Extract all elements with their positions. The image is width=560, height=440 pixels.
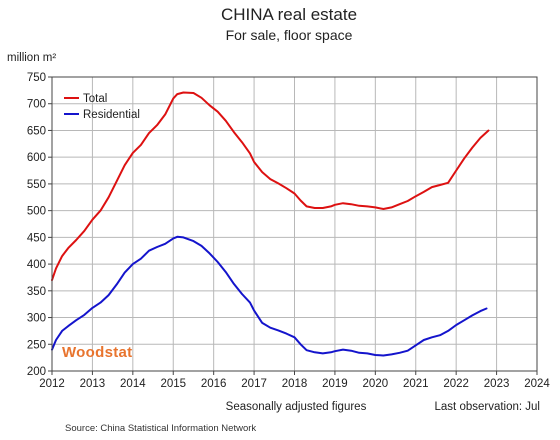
y-tick-label: 650 — [27, 125, 46, 137]
x-tick-label: 2018 — [282, 378, 308, 390]
x-tick-label: 2016 — [201, 378, 227, 390]
footnote-last-observation: Last observation: Jul — [435, 401, 540, 413]
x-tick-label: 2024 — [524, 378, 550, 390]
series-layer — [51, 91, 490, 357]
x-tick-label: 2013 — [80, 378, 106, 390]
source-note: Source: China Statistical Information Ne… — [65, 423, 256, 434]
x-tick-label: 2023 — [484, 378, 510, 390]
x-axis-ticks: 2012 2013 2014 2015 2016 2017 2018 2019 2020 2021… — [39, 371, 550, 390]
y-tick-label: 250 — [27, 339, 46, 351]
y-axis-unit-label: million m² — [7, 52, 56, 64]
y-tick-label: 750 — [27, 72, 46, 84]
legend: Total Residential — [64, 93, 140, 121]
plot-frame — [51, 76, 538, 372]
x-tick-label: 2017 — [241, 378, 267, 390]
y-tick-label: 350 — [27, 286, 46, 298]
y-tick-label: 600 — [27, 152, 46, 164]
y-tick-label: 500 — [27, 206, 46, 218]
series-line-total — [51, 91, 490, 282]
footnote-seasonal: Seasonally adjusted figures — [226, 401, 367, 413]
legend-label-residential: Residential — [83, 109, 140, 121]
x-tick-label: 2022 — [443, 378, 469, 390]
x-tick-label: 2012 — [39, 378, 65, 390]
y-tick-label: 300 — [27, 313, 46, 325]
y-tick-label: 400 — [27, 259, 46, 271]
grid-lines — [51, 76, 538, 372]
series-line-residential — [51, 235, 488, 357]
y-tick-label: 200 — [27, 366, 46, 378]
woodstat-watermark: Woodstat — [62, 344, 132, 361]
x-tick-label: 2015 — [160, 378, 186, 390]
x-tick-label: 2019 — [322, 378, 348, 390]
y-tick-label: 550 — [27, 179, 46, 191]
chart-subtitle: For sale, floor space — [226, 27, 353, 43]
y-tick-label: 700 — [27, 99, 46, 111]
y-axis-ticks: 200 250 300 350 400 450 500 550 600 650 700 750 — [27, 72, 52, 378]
chart-title: CHINA real estate — [221, 5, 357, 24]
legend-label-total: Total — [83, 93, 107, 105]
x-tick-label: 2014 — [120, 378, 146, 390]
y-tick-label: 450 — [27, 232, 46, 244]
x-tick-label: 2021 — [403, 378, 429, 390]
x-tick-label: 2020 — [363, 378, 389, 390]
